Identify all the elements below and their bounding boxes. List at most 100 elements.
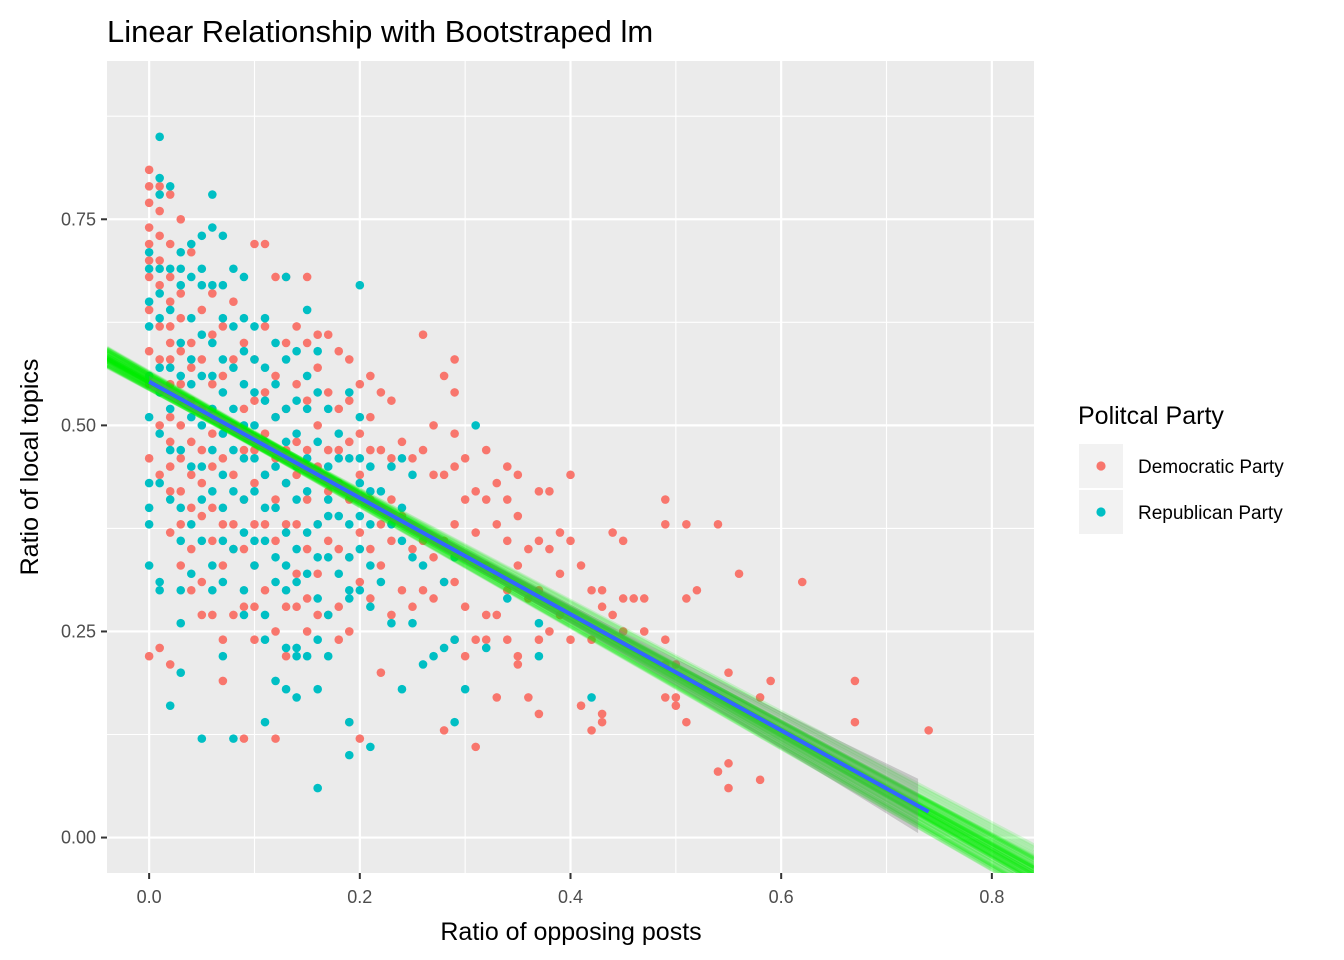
point-republican-party bbox=[271, 412, 280, 422]
point-republican-party bbox=[313, 346, 322, 356]
point-republican-party bbox=[144, 322, 154, 331]
point-republican-party bbox=[186, 239, 196, 249]
point-democratic-party bbox=[208, 379, 217, 389]
point-democratic-party bbox=[250, 396, 259, 405]
point-democratic-party bbox=[460, 651, 470, 661]
point-democratic-party bbox=[355, 577, 365, 587]
point-republican-party bbox=[271, 338, 280, 348]
point-democratic-party bbox=[197, 577, 207, 587]
x-tick-label: 0.6 bbox=[769, 887, 794, 907]
point-democratic-party bbox=[176, 519, 186, 529]
point-democratic-party bbox=[355, 429, 365, 438]
point-republican-party bbox=[376, 487, 386, 496]
point-democratic-party bbox=[144, 346, 154, 356]
point-democratic-party bbox=[797, 577, 807, 587]
point-democratic-party bbox=[471, 742, 480, 752]
point-republican-party bbox=[344, 585, 354, 595]
point-republican-party bbox=[271, 379, 280, 389]
point-republican-party bbox=[366, 561, 375, 570]
point-democratic-party bbox=[218, 676, 228, 686]
point-republican-party bbox=[450, 635, 459, 645]
point-republican-party bbox=[587, 693, 596, 702]
point-democratic-party bbox=[165, 272, 175, 282]
point-republican-party bbox=[186, 379, 196, 389]
point-republican-party bbox=[218, 577, 228, 587]
point-democratic-party bbox=[355, 379, 365, 389]
point-democratic-party bbox=[186, 470, 196, 480]
point-democratic-party bbox=[397, 585, 407, 595]
point-republican-party bbox=[313, 783, 322, 793]
point-democratic-party bbox=[492, 519, 502, 529]
point-democratic-party bbox=[144, 256, 154, 265]
point-democratic-party bbox=[334, 445, 344, 455]
point-democratic-party bbox=[323, 445, 333, 455]
bootstrap-line bbox=[107, 357, 1010, 873]
point-democratic-party bbox=[186, 338, 196, 348]
point-republican-party bbox=[176, 668, 186, 677]
point-republican-party bbox=[144, 264, 154, 274]
point-democratic-party bbox=[197, 305, 207, 315]
point-democratic-party bbox=[524, 544, 533, 554]
legend-label-democratic-party: Democratic Party bbox=[1138, 457, 1284, 478]
bootstrap-line bbox=[107, 360, 1032, 873]
bootstrap-line bbox=[107, 357, 1001, 873]
point-republican-party bbox=[155, 363, 164, 372]
point-republican-party bbox=[197, 462, 207, 471]
point-democratic-party bbox=[155, 643, 164, 653]
point-democratic-party bbox=[597, 602, 607, 612]
point-republican-party bbox=[239, 421, 249, 430]
point-democratic-party bbox=[671, 660, 681, 669]
point-democratic-party bbox=[387, 454, 396, 463]
point-democratic-party bbox=[450, 355, 459, 364]
point-republican-party bbox=[208, 190, 217, 199]
y-tick-label: 0.25 bbox=[61, 621, 96, 641]
point-democratic-party bbox=[376, 561, 386, 570]
point-republican-party bbox=[197, 231, 207, 241]
point-republican-party bbox=[387, 618, 396, 628]
point-republican-party bbox=[197, 421, 207, 430]
point-republican-party bbox=[197, 734, 207, 743]
point-republican-party bbox=[292, 495, 301, 504]
point-democratic-party bbox=[534, 487, 544, 496]
point-democratic-party bbox=[513, 651, 523, 661]
point-democratic-party bbox=[197, 610, 207, 620]
point-republican-party bbox=[197, 536, 207, 546]
point-democratic-party bbox=[724, 783, 733, 793]
point-democratic-party bbox=[534, 536, 544, 546]
point-democratic-party bbox=[313, 363, 322, 372]
point-republican-party bbox=[197, 330, 207, 339]
point-democratic-party bbox=[629, 594, 639, 603]
point-democratic-party bbox=[587, 585, 596, 595]
point-democratic-party bbox=[144, 305, 154, 315]
point-republican-party bbox=[239, 379, 249, 389]
point-republican-party bbox=[155, 313, 164, 323]
point-republican-party bbox=[281, 561, 291, 570]
point-republican-party bbox=[229, 264, 238, 274]
point-democratic-party bbox=[271, 454, 280, 463]
point-democratic-party bbox=[250, 602, 259, 612]
point-democratic-party bbox=[713, 519, 723, 529]
bootstrap-line bbox=[107, 356, 1016, 873]
bootstrap-line bbox=[107, 357, 1009, 873]
point-democratic-party bbox=[576, 561, 586, 570]
point-democratic-party bbox=[144, 239, 154, 249]
point-republican-party bbox=[176, 585, 186, 595]
point-republican-party bbox=[197, 264, 207, 274]
point-democratic-party bbox=[144, 223, 154, 232]
bootstrap-line bbox=[107, 360, 1034, 873]
point-republican-party bbox=[176, 371, 186, 381]
fit-line bbox=[148, 379, 930, 814]
point-democratic-party bbox=[197, 445, 207, 455]
point-republican-party bbox=[281, 585, 291, 595]
point-democratic-party bbox=[292, 519, 301, 529]
point-republican-party bbox=[208, 585, 217, 595]
bootstrap-line bbox=[107, 351, 1034, 868]
point-democratic-party bbox=[186, 585, 196, 595]
point-democratic-party bbox=[176, 214, 186, 224]
point-democratic-party bbox=[165, 338, 175, 348]
bootstrap-line bbox=[107, 366, 1034, 858]
point-democratic-party bbox=[734, 569, 744, 579]
point-republican-party bbox=[208, 371, 217, 381]
point-democratic-party bbox=[661, 635, 670, 645]
point-republican-party bbox=[344, 594, 354, 603]
